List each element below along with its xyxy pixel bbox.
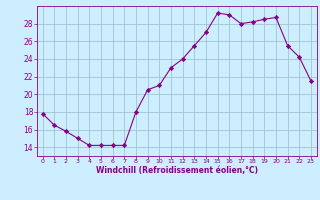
X-axis label: Windchill (Refroidissement éolien,°C): Windchill (Refroidissement éolien,°C) [96, 166, 258, 175]
